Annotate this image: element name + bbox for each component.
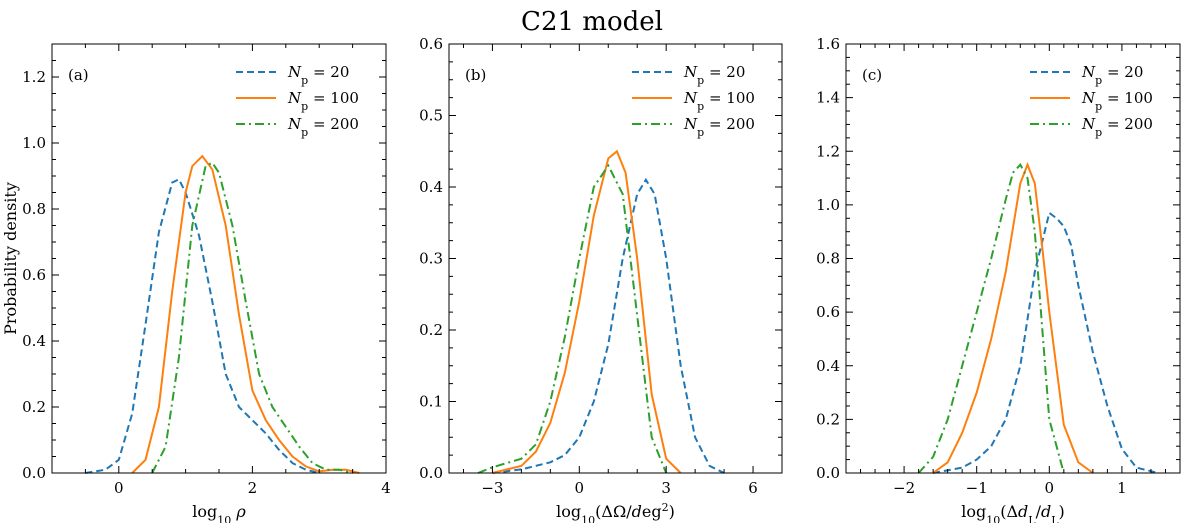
plot-frame [448, 43, 783, 474]
legend-label: Np = 20 [683, 63, 745, 87]
series-line-np20 [932, 211, 1159, 474]
y-tick-label: 0.4 [22, 332, 46, 350]
legend-label: Np = 100 [683, 89, 755, 113]
panel-a: 0.0 0.2 0.4 0.6 0.8 1.0 1.2 0 2 4 log10 ρ Probabili… [1, 43, 391, 527]
y-tick-label: 0.6 [22, 266, 46, 284]
y-tick-label: 0.5 [419, 107, 443, 125]
y-tick-label: 1.0 [22, 134, 46, 152]
y-tick-label: 1.4 [816, 89, 840, 107]
y-tick-label: 0.6 [419, 35, 443, 53]
series-line-np20 [85, 177, 320, 474]
y-tick-label: 1.6 [816, 35, 840, 53]
panel-b: 0.0 0.1 0.2 0.3 0.4 0.5 0.6 −3 0 3 6 log10(ΔΩ/deg2)… [419, 35, 783, 527]
y-tick-label: 0.1 [419, 393, 443, 411]
y-tick-label: 0.0 [419, 464, 443, 482]
series-line-np200 [477, 163, 668, 474]
y-tick-label: 0.8 [816, 250, 840, 268]
x-axis-label: log10(ΔdL/dL) [961, 502, 1065, 523]
x-tick-label: 0 [114, 479, 124, 497]
legend-label: Np = 100 [1081, 89, 1153, 113]
y-tick-label: 0.0 [22, 464, 46, 482]
x-axis-label: log10 ρ [192, 502, 246, 523]
x-tick-label: −1 [966, 479, 988, 497]
y-tick-label: 1.0 [816, 196, 840, 214]
series-line-np100 [492, 149, 682, 474]
y-tick-label: 0.4 [419, 178, 443, 196]
y-tick-label: 0.6 [816, 303, 840, 321]
panel-label: (a) [68, 66, 89, 84]
y-tick-label: 1.2 [22, 68, 46, 86]
y-tick-label: 0.3 [419, 250, 443, 268]
legend-label: Np = 100 [287, 89, 359, 113]
x-tick-label: 0 [575, 479, 585, 497]
y-tick-label: 0.0 [816, 464, 840, 482]
y-tick-label: 1.2 [816, 142, 840, 160]
series-line-np20 [492, 177, 725, 474]
x-tick-label: 4 [381, 479, 391, 497]
legend-label: Np = 20 [287, 63, 349, 87]
panel-label: (c) [862, 66, 882, 84]
x-tick-label: 3 [661, 479, 671, 497]
x-tick-label: 2 [248, 479, 258, 497]
x-tick-label: 0 [1045, 479, 1055, 497]
x-tick-label: −2 [893, 479, 915, 497]
panel-label: (b) [465, 66, 486, 84]
y-tick-label: 0.8 [22, 200, 46, 218]
y-tick-label: 0.2 [816, 410, 840, 428]
x-tick-label: −3 [481, 479, 503, 497]
plot-frame [51, 43, 387, 474]
y-tick-label: 0.2 [22, 398, 46, 416]
legend-label: Np = 200 [683, 115, 755, 139]
legend-label: Np = 200 [1081, 115, 1153, 139]
panel-c: 0.0 0.2 0.4 0.6 0.8 1.0 1.2 1.4 1.6 −2 −1 0 1 log10(Δ… [816, 35, 1181, 527]
series-line-np200 [151, 161, 353, 474]
y-tick-label: 0.2 [419, 321, 443, 339]
legend-label: Np = 200 [287, 115, 359, 139]
series-line-np100 [932, 161, 1094, 474]
x-tick-label: 1 [1117, 479, 1127, 497]
y-axis-label: Probability density [1, 182, 20, 335]
legend-label: Np = 20 [1081, 63, 1143, 87]
x-tick-label: 6 [748, 479, 758, 497]
figure-title: C21 model [521, 7, 663, 37]
series-line-np200 [917, 162, 1065, 474]
plot-frame [845, 43, 1181, 474]
x-axis-label: log10(ΔΩ/deg2) [556, 501, 675, 524]
y-tick-label: 0.4 [816, 357, 840, 375]
